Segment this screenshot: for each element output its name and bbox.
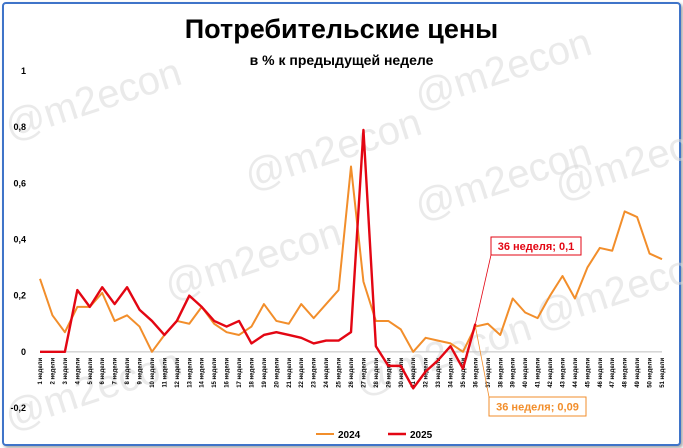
x-tick-label: 1 недели (38, 358, 44, 385)
x-tick-label: 16 недели (225, 358, 231, 388)
series-line-2024 (39, 165, 663, 353)
x-tick-label: 2 недели (50, 358, 56, 385)
annotation-box (490, 236, 582, 256)
x-tick-label: 35 недели (461, 358, 467, 388)
x-tick-label: 14 недели (200, 358, 206, 388)
y-tick-label: 0,6 (13, 178, 26, 188)
x-tick-label: 39 недели (511, 358, 517, 388)
x-tick-label: 20 недели (274, 358, 280, 388)
x-tick-label: 10 недели (150, 358, 156, 388)
x-tick-label: 8 недели (125, 358, 131, 385)
x-tick-label: 29 недели (386, 358, 392, 388)
x-tick-label: 5 недели (88, 358, 94, 385)
watermark-text: @m2econ (0, 50, 187, 148)
x-tick-label: 6 недели (100, 358, 106, 385)
watermark-text: @m2econ (159, 210, 347, 308)
x-tick-label: 18 недели (249, 358, 255, 388)
annotation-layer: 36 неделя; 0,1 36 неделя; 0,09 (475, 236, 587, 417)
x-tick-label: 40 недели (523, 358, 529, 388)
x-tick-label: 31 недели (411, 358, 417, 388)
x-tick-label: 17 недели (237, 358, 243, 388)
watermark-text: @m2econ (239, 100, 427, 198)
x-tick-label: 4 недели (75, 358, 81, 385)
annotation-label: 36 неделя; 0,1 (498, 241, 575, 253)
y-tick-label: 0 (21, 347, 26, 357)
x-tick-label: 27 недели (361, 358, 367, 388)
x-tick-label: 11 недели (162, 358, 168, 388)
series-line-2025 (40, 128, 477, 390)
y-tick-label: 1 (21, 66, 26, 76)
x-tick-label: 42 недели (548, 358, 554, 388)
x-tick-label: 32 недели (424, 358, 430, 388)
x-tick-label: 21 недели (287, 358, 293, 388)
x-tick-label: 43 недели (560, 358, 566, 388)
x-tick-label: 26 недели (349, 358, 355, 388)
x-tick-label: 47 недели (610, 358, 616, 388)
x-tick-label: 44 недели (573, 358, 579, 388)
series-layer (39, 128, 663, 390)
x-tick-label: 48 недели (623, 358, 629, 388)
legend: 2024 2025 (316, 430, 433, 441)
x-tick-label: 23 недели (312, 358, 318, 388)
x-tick-label: 13 недели (187, 358, 193, 388)
watermark-text: @m2econ (0, 340, 187, 438)
x-axis: 1 недели 2 недели 3 недели 4 недели 5 недели… (38, 351, 666, 388)
y-tick-label: 0,4 (13, 235, 26, 245)
chart-subtitle: в % к предыдущей неделе (249, 52, 434, 68)
x-tick-label: 34 недели (449, 358, 455, 388)
legend-label: 2024 (338, 430, 361, 441)
watermark-text: @m2econ (409, 20, 597, 118)
x-tick-label: 41 недели (536, 358, 542, 388)
x-tick-label: 33 недели (436, 358, 442, 388)
x-tick-label: 25 недели (337, 358, 343, 388)
y-tick-label: -0,2 (10, 403, 26, 413)
x-tick-label: 22 недели (299, 358, 305, 388)
x-tick-label: 3 недели (63, 358, 69, 385)
annotation-leader (475, 254, 492, 324)
y-tick-label: 0,8 (13, 122, 26, 132)
x-tick-label: 49 недели (635, 358, 641, 388)
x-tick-label: 15 недели (212, 358, 218, 388)
x-tick-label: 28 недели (374, 358, 380, 388)
x-tick-label: 19 недели (262, 358, 268, 388)
y-axis: -0,2 0 0,2 0,4 0,6 0,8 1 (10, 66, 26, 413)
x-tick-label: 9 недели (138, 358, 144, 385)
x-tick-label: 7 недели (113, 358, 119, 385)
annotation-box (488, 396, 587, 417)
watermark-text: @m2econ (549, 110, 683, 208)
y-tick-label: 0,2 (13, 291, 26, 301)
x-tick-label: 46 недели (598, 358, 604, 388)
x-tick-label: 38 недели (498, 358, 504, 388)
x-tick-label: 45 недели (585, 358, 591, 388)
annotation-leader (475, 326, 490, 398)
x-tick-label: 51 недели (660, 358, 666, 388)
x-tick-label: 50 недели (648, 358, 654, 388)
x-tick-label: 30 недели (399, 358, 405, 388)
x-tick-label: 37 недели (486, 358, 492, 388)
x-tick-label: 24 недели (324, 358, 330, 388)
x-tick-label: 12 недели (175, 358, 181, 388)
legend-label: 2025 (410, 430, 433, 441)
chart-title: Потребительские цены (184, 14, 499, 44)
annotation-label: 36 неделя; 0,09 (496, 402, 579, 414)
x-tick-label: 36 недели (473, 358, 479, 388)
